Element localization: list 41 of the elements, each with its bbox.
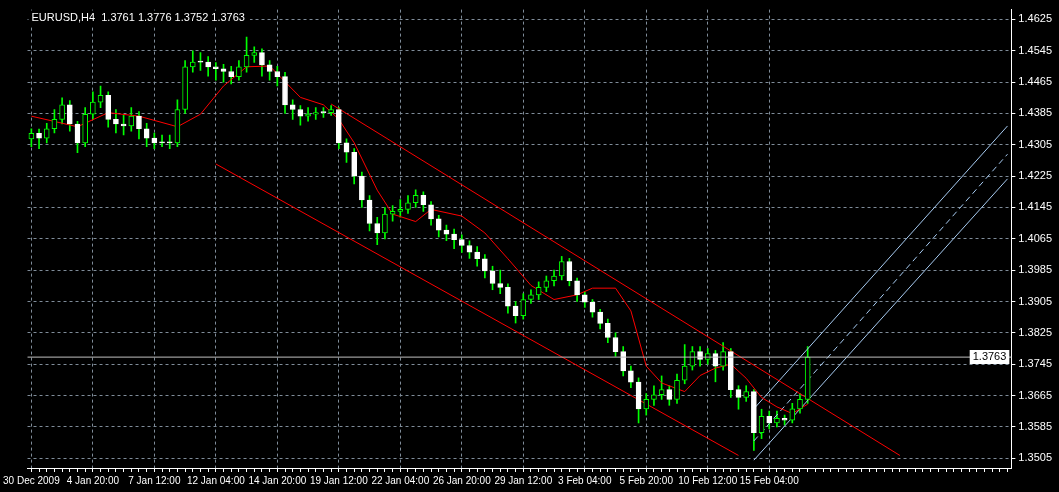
x-tick-label: 29 Jan 12:00 [494, 474, 553, 486]
x-tick-label: 5 Feb 20:00 [619, 474, 674, 486]
candlestick [251, 46, 258, 63]
x-tick-label: 22 Jan 04:00 [371, 474, 430, 486]
candlestick [397, 199, 404, 218]
candlestick [497, 269, 504, 294]
candlestick [166, 134, 173, 150]
y-tick-label: 1.3905 [1018, 294, 1053, 307]
y-tick-label: 1.3985 [1018, 263, 1053, 276]
y-tick-label: 1.4065 [1018, 231, 1053, 244]
y-tick-label: 1.3665 [1018, 388, 1053, 401]
y-tick-label: 1.3585 [1018, 419, 1053, 432]
y-tick-label: 1.4305 [1018, 137, 1053, 150]
x-tick-label: 30 Dec 2009 [3, 474, 61, 486]
candlestick [159, 134, 165, 148]
x-tick-label: 26 Jan 20:00 [432, 474, 492, 486]
x-tick-label: 15 Feb 04:00 [739, 474, 800, 486]
candlestick [205, 56, 211, 77]
x-tick-label: 10 Feb 12:00 [678, 474, 738, 486]
y-tick-label: 1.4545 [1018, 43, 1053, 56]
x-tick-label: 7 Jan 12:00 [128, 474, 181, 486]
candlestick [213, 62, 219, 81]
y-tick-label: 1.4385 [1018, 106, 1053, 119]
ref-line-label: 1.3763 [972, 350, 1007, 363]
candlestick [305, 107, 311, 122]
y-tick-label: 1.4145 [1018, 200, 1053, 213]
candlestick [312, 107, 319, 120]
x-tick-label: 12 Jan 04:00 [186, 474, 246, 486]
y-tick-label: 1.3505 [1018, 451, 1053, 464]
candlestick [189, 50, 196, 73]
x-tick-label: 19 Jan 12:00 [309, 474, 369, 486]
y-tick-label: 1.4625 [1018, 12, 1053, 25]
y-tick-label: 1.4225 [1018, 169, 1053, 182]
y-tick-label: 1.4465 [1018, 75, 1053, 88]
x-tick-label: 14 Jan 20:00 [248, 474, 307, 486]
candlestick [113, 109, 119, 134]
y-tick-label: 1.3745 [1018, 357, 1053, 370]
x-tick-label: 4 Jan 20:00 [66, 474, 120, 486]
chart-title: EURUSD,H4 1.3761 1.3776 1.3752 1.3763 [31, 11, 245, 24]
x-tick-label: 3 Feb 04:00 [558, 474, 612, 486]
y-tick-label: 1.3825 [1018, 325, 1053, 338]
